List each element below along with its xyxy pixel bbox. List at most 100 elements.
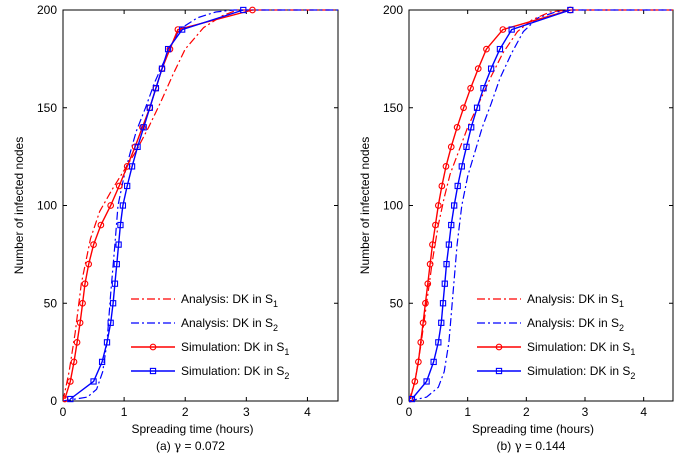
data-point bbox=[445, 241, 453, 248]
data-point bbox=[409, 395, 416, 403]
data-point bbox=[447, 143, 455, 151]
data-point bbox=[73, 339, 81, 346]
data-point bbox=[152, 85, 160, 92]
y-tick-label: 0 bbox=[396, 394, 403, 408]
series-line-3 bbox=[411, 9, 571, 400]
x-tick-label: 0 bbox=[60, 405, 67, 419]
data-point bbox=[480, 85, 487, 92]
legend-label-subscript: 1 bbox=[284, 347, 289, 357]
y-tick-label: 0 bbox=[50, 394, 57, 408]
y-tick-label: 200 bbox=[37, 3, 57, 17]
y-axis-label: Number of infected nodes bbox=[358, 137, 372, 274]
data-point bbox=[146, 104, 153, 111]
data-point bbox=[164, 45, 172, 53]
data-point bbox=[111, 280, 119, 287]
data-point bbox=[70, 358, 78, 366]
legend-marker bbox=[495, 343, 503, 351]
data-point bbox=[426, 260, 434, 268]
chart-panel-1: 0 1 2 3 4 0 50 100 150 200 Spreading time (hours) N… bbox=[358, 3, 674, 453]
legend-label-subscript: 2 bbox=[273, 323, 278, 333]
series-line-1 bbox=[63, 9, 338, 402]
legend-label-text: Simulation: DK in S bbox=[181, 364, 284, 378]
caption-value: = 0.144 bbox=[522, 439, 566, 453]
legend-label-text: Analysis: DK in S bbox=[527, 316, 619, 330]
series-line-0 bbox=[409, 9, 673, 402]
x-tick-label: 4 bbox=[304, 405, 311, 419]
y-tick-label: 200 bbox=[383, 3, 403, 17]
legend-label-subscript: 2 bbox=[630, 371, 635, 381]
legend-label-1: Analysis: DK in S2 bbox=[181, 316, 278, 333]
data-point bbox=[474, 65, 482, 72]
data-point bbox=[438, 182, 446, 190]
panel-caption: (a) γ = 0.072 bbox=[156, 439, 225, 453]
data-point bbox=[90, 378, 97, 385]
y-tick-label: 50 bbox=[44, 296, 58, 310]
data-point bbox=[240, 6, 247, 14]
y-tick-label: 150 bbox=[383, 101, 403, 115]
series-line-0 bbox=[63, 9, 338, 402]
x-tick-label: 1 bbox=[121, 405, 128, 419]
data-point bbox=[76, 319, 84, 327]
data-point bbox=[434, 202, 442, 209]
data-point bbox=[107, 319, 114, 326]
caption-value: = 0.072 bbox=[181, 439, 225, 453]
legend-label-text: Simulation: DK in S bbox=[527, 340, 630, 354]
legend-label-subscript: 1 bbox=[630, 347, 635, 357]
data-point bbox=[567, 6, 574, 14]
data-point bbox=[435, 339, 442, 346]
data-point bbox=[438, 319, 445, 326]
caption-gamma-symbol: γ bbox=[174, 439, 181, 453]
data-point bbox=[441, 280, 448, 287]
data-point bbox=[458, 163, 465, 170]
legend-label-subscript: 1 bbox=[619, 299, 624, 309]
data-point bbox=[432, 221, 439, 229]
data-point bbox=[158, 65, 166, 72]
data-point bbox=[467, 84, 474, 92]
legend-marker bbox=[149, 367, 157, 375]
data-point bbox=[448, 221, 455, 229]
caption-prefix: (b) bbox=[497, 439, 515, 453]
y-tick-label: 100 bbox=[37, 199, 57, 213]
data-point bbox=[422, 299, 429, 307]
data-point bbox=[128, 163, 136, 170]
data-point bbox=[124, 182, 131, 190]
legend-marker bbox=[495, 367, 503, 375]
data-point bbox=[487, 65, 495, 72]
data-point bbox=[79, 299, 86, 307]
data-point bbox=[454, 182, 461, 190]
data-point bbox=[109, 300, 117, 307]
data-point bbox=[417, 339, 425, 346]
legend-label-text: Simulation: DK in S bbox=[181, 340, 284, 354]
legend-label-subscript: 2 bbox=[619, 323, 624, 333]
x-tick-label: 3 bbox=[243, 405, 250, 419]
data-point bbox=[453, 123, 461, 131]
data-point bbox=[117, 221, 124, 229]
data-point bbox=[174, 26, 182, 33]
x-tick-label: 4 bbox=[640, 405, 647, 419]
data-point bbox=[81, 280, 89, 288]
data-point bbox=[103, 339, 111, 346]
x-tick-label: 2 bbox=[182, 405, 189, 419]
data-point bbox=[451, 202, 458, 209]
caption-gamma-symbol: γ bbox=[515, 439, 522, 453]
x-axis-label: Spreading time (hours) bbox=[472, 422, 594, 436]
data-point bbox=[115, 182, 123, 190]
caption-prefix: (a) bbox=[156, 439, 174, 453]
legend-label-text: Analysis: DK in S bbox=[181, 292, 273, 306]
data-point bbox=[85, 260, 93, 268]
y-tick-label: 100 bbox=[383, 199, 403, 213]
data-point bbox=[411, 378, 419, 385]
legend-label-2: Simulation: DK in S1 bbox=[181, 340, 289, 357]
legend-label-3: Simulation: DK in S2 bbox=[181, 364, 289, 381]
data-point bbox=[443, 260, 450, 268]
legend-label-text: Simulation: DK in S bbox=[527, 364, 630, 378]
data-point bbox=[66, 378, 74, 385]
legend-label-2: Simulation: DK in S1 bbox=[527, 340, 635, 357]
panel-caption: (b) γ = 0.144 bbox=[497, 439, 566, 453]
x-tick-label: 2 bbox=[523, 405, 530, 419]
data-point bbox=[423, 378, 430, 385]
legend-label-0: Analysis: DK in S1 bbox=[181, 292, 278, 309]
legend-label-0: Analysis: DK in S1 bbox=[527, 292, 624, 309]
data-point bbox=[67, 395, 74, 403]
